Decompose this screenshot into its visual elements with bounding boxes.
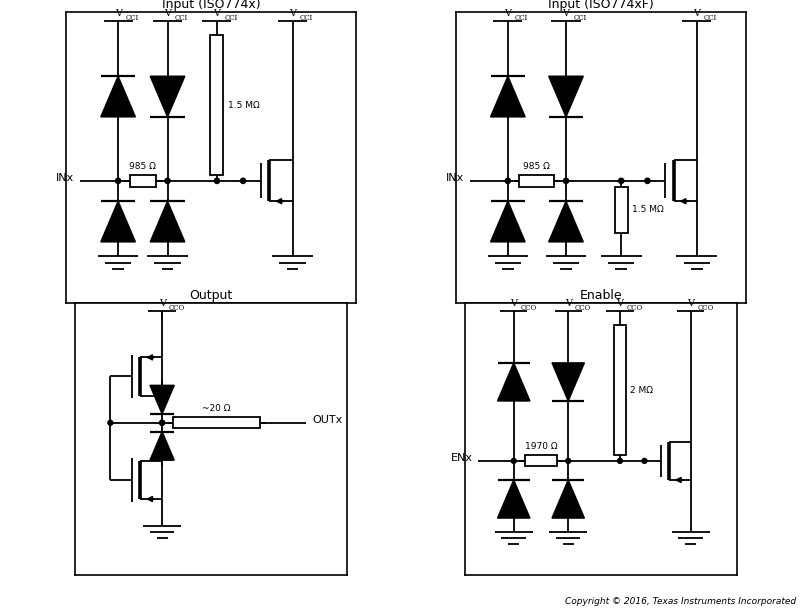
- Text: V: V: [114, 9, 122, 18]
- Text: CCI: CCI: [573, 15, 586, 23]
- Polygon shape: [150, 431, 174, 460]
- Circle shape: [618, 178, 623, 184]
- Text: V: V: [616, 299, 623, 308]
- Text: CCI: CCI: [514, 15, 528, 23]
- Circle shape: [642, 458, 646, 463]
- Text: CCI: CCI: [174, 15, 188, 23]
- Text: CCO: CCO: [697, 305, 713, 313]
- Bar: [210, 35, 223, 175]
- Text: CCO: CCO: [520, 305, 536, 313]
- Polygon shape: [497, 363, 530, 401]
- Polygon shape: [490, 76, 525, 117]
- Title: Output: Output: [189, 289, 233, 302]
- Bar: [524, 455, 556, 466]
- Text: V: V: [686, 299, 693, 308]
- Circle shape: [165, 178, 170, 184]
- Text: CCI: CCI: [299, 15, 313, 23]
- Bar: [173, 417, 260, 428]
- Polygon shape: [548, 76, 582, 117]
- Circle shape: [115, 178, 121, 184]
- Circle shape: [240, 178, 246, 184]
- Circle shape: [644, 178, 650, 184]
- Text: V: V: [509, 299, 517, 308]
- Text: V: V: [504, 9, 511, 18]
- Text: V: V: [213, 9, 220, 18]
- Polygon shape: [490, 201, 525, 242]
- Bar: [519, 175, 554, 187]
- Polygon shape: [150, 76, 185, 117]
- Polygon shape: [548, 201, 582, 242]
- Text: CCI: CCI: [703, 15, 716, 23]
- Text: ~20 Ω: ~20 Ω: [202, 405, 230, 413]
- Text: CCO: CCO: [574, 305, 590, 313]
- Bar: [614, 187, 627, 233]
- Circle shape: [616, 458, 621, 463]
- Text: V: V: [693, 9, 699, 18]
- Text: OUTx: OUTx: [311, 415, 341, 425]
- Polygon shape: [551, 480, 584, 518]
- Text: 985 Ω: 985 Ω: [523, 162, 550, 171]
- Circle shape: [160, 420, 165, 425]
- Text: 1970 Ω: 1970 Ω: [524, 442, 556, 452]
- Text: V: V: [562, 9, 569, 18]
- Circle shape: [563, 178, 568, 184]
- Text: Copyright © 2016, Texas Instruments Incorporated: Copyright © 2016, Texas Instruments Inco…: [564, 597, 795, 606]
- Circle shape: [214, 178, 219, 184]
- Text: 985 Ω: 985 Ω: [129, 162, 156, 171]
- Polygon shape: [101, 201, 135, 242]
- Text: V: V: [164, 9, 171, 18]
- Circle shape: [160, 420, 165, 425]
- Bar: [130, 175, 156, 187]
- Text: INx: INx: [56, 173, 75, 183]
- Circle shape: [565, 458, 570, 463]
- Bar: [613, 325, 625, 455]
- Text: 1.5 MΩ: 1.5 MΩ: [631, 206, 663, 214]
- Title: Input (ISO774x): Input (ISO774x): [161, 0, 260, 11]
- Circle shape: [108, 420, 113, 425]
- Polygon shape: [150, 201, 185, 242]
- Text: V: V: [564, 299, 571, 308]
- Polygon shape: [551, 363, 584, 401]
- Text: CCI: CCI: [125, 15, 139, 23]
- Text: V: V: [289, 9, 296, 18]
- Text: CCI: CCI: [224, 15, 237, 23]
- Polygon shape: [101, 76, 135, 117]
- Text: 1.5 MΩ: 1.5 MΩ: [228, 101, 260, 110]
- Circle shape: [511, 458, 516, 463]
- Text: INx: INx: [445, 173, 464, 183]
- Text: ENx: ENx: [450, 453, 472, 463]
- Circle shape: [504, 178, 510, 184]
- Polygon shape: [150, 386, 174, 414]
- Polygon shape: [497, 480, 530, 518]
- Text: 2 MΩ: 2 MΩ: [629, 386, 652, 395]
- Text: V: V: [158, 299, 165, 308]
- Text: CCO: CCO: [169, 305, 185, 313]
- Text: CCO: CCO: [626, 305, 642, 313]
- Title: Input (ISO774xF): Input (ISO774xF): [547, 0, 653, 11]
- Title: Enable: Enable: [579, 289, 621, 302]
